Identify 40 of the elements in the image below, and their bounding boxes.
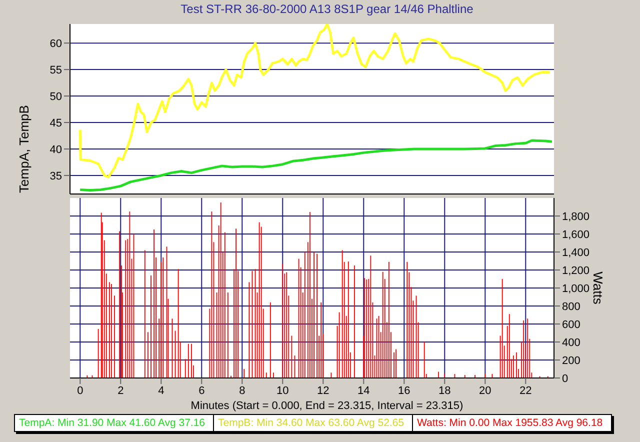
x-tick-label: 0 xyxy=(77,384,84,397)
x-tick-label: 4 xyxy=(158,384,164,397)
text: Watts xyxy=(417,417,444,429)
chart-title: Test ST-RR 36-80-2000 A13 8S1P gear 14/46 Phaltline xyxy=(180,2,474,18)
y-tick-label: 50 xyxy=(50,90,62,103)
y-tick-label: 60 xyxy=(50,38,62,50)
x-tick-label: 18 xyxy=(438,384,451,397)
x-tick-label: 22 xyxy=(520,384,532,397)
y-tick-label: 55 xyxy=(50,64,62,76)
text: TempB xyxy=(218,417,251,429)
line-series xyxy=(78,139,554,192)
text: : Min 31.90 Max 41.60 Avg 37.16 xyxy=(52,417,206,429)
y-tick-label: 35 xyxy=(50,170,62,182)
line-series xyxy=(78,24,552,178)
y2-tick-label: 1,400 xyxy=(562,246,590,259)
y2-axis-title: Watts xyxy=(590,272,606,305)
x-tick-label: 16 xyxy=(398,384,410,397)
x-tick-label: 10 xyxy=(276,384,289,397)
y2-tick-label: 0 xyxy=(562,372,568,385)
text: : Min 34.60 Max 63.60 Avg 52.65 xyxy=(250,417,404,429)
y2-tick-label: 800 xyxy=(562,300,580,313)
y2-tick-label: 400 xyxy=(562,336,580,349)
y2-tick-label: 1,200 xyxy=(562,264,590,277)
x-tick-label: 2 xyxy=(118,384,124,397)
text: TempA xyxy=(19,417,52,429)
y-axis-title: TempA, TempB xyxy=(16,105,32,193)
y2-tick-label: 200 xyxy=(562,354,580,367)
y-tick-label: 45 xyxy=(50,117,62,130)
x-axis-title: Minutes (Start = 0.000, End = 23.315, Interval = 23.315) xyxy=(190,400,464,412)
x-tick-label: 20 xyxy=(479,384,492,397)
text: : Min 0.00 Max 1955.83 Avg 96.18 xyxy=(443,417,603,429)
y-tick-label: 40 xyxy=(50,144,62,156)
y2-tick-label: 1,000 xyxy=(562,282,590,295)
x-tick-label: 14 xyxy=(358,384,370,397)
y2-tick-label: 1,600 xyxy=(562,228,590,241)
x-tick-label: 6 xyxy=(198,384,205,397)
y2-tick-label: 600 xyxy=(562,318,580,331)
y2-tick-label: 1,800 xyxy=(562,210,590,223)
x-tick-label: 12 xyxy=(317,384,330,397)
x-tick-label: 8 xyxy=(239,384,246,397)
